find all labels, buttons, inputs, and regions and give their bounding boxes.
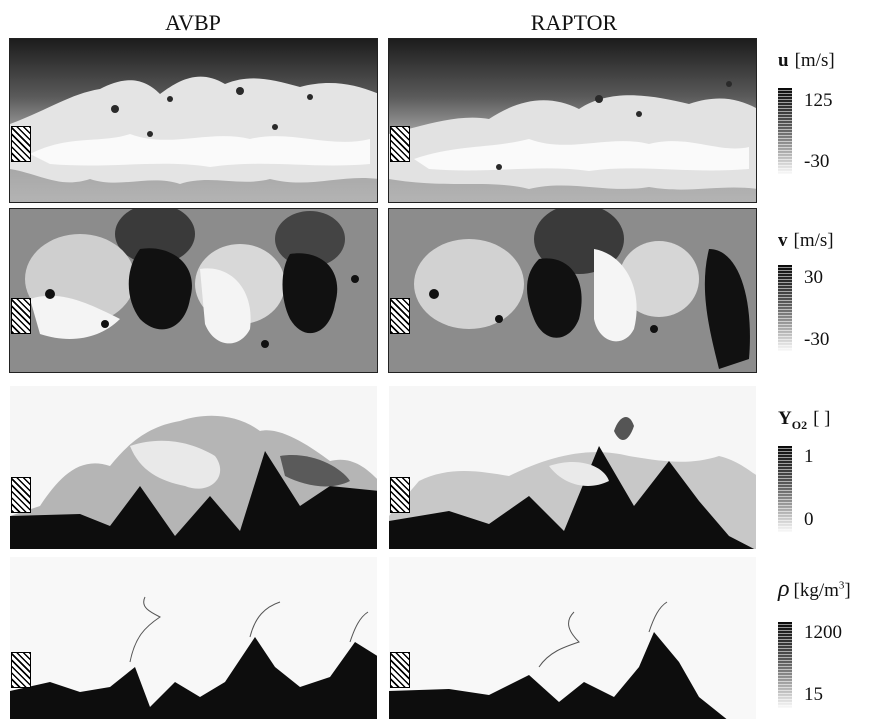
colorbar	[778, 265, 792, 351]
legend-max: 125	[804, 90, 833, 111]
colorbar	[778, 622, 792, 708]
legend-title: YO2[ ]	[778, 408, 831, 432]
legend-u: u [m/s] 125 -30	[778, 50, 871, 190]
colorbar	[778, 446, 792, 532]
legend-title: v [m/s]	[778, 230, 834, 251]
legend-max: 1200	[804, 622, 842, 643]
column-title-raptor: RAPTOR	[530, 10, 618, 35]
colorbar	[778, 88, 792, 174]
legend-min: -30	[804, 329, 830, 350]
nozzle-icon	[390, 652, 410, 688]
nozzle-icon	[390, 477, 410, 513]
panel-v-avbp	[9, 208, 378, 373]
panel-rho-raptor	[388, 556, 757, 720]
panel-rho-avbp	[9, 556, 378, 720]
legend-min: 15	[804, 684, 823, 705]
legend-min: 0	[804, 509, 814, 530]
panel-u-raptor	[388, 38, 757, 203]
legend-yo2: YO2[ ] 1 0	[778, 408, 871, 548]
nozzle-icon	[390, 298, 410, 334]
nozzle-icon	[11, 652, 31, 688]
panel-yo2-avbp	[9, 385, 378, 550]
panel-v-raptor	[388, 208, 757, 373]
panel-yo2-raptor	[388, 385, 757, 550]
legend-rho: ρ [kg/m3] 1200 15	[778, 576, 871, 720]
legend-title: u [m/s]	[778, 50, 835, 71]
legend-max: 1	[804, 446, 814, 467]
nozzle-icon	[11, 298, 31, 334]
nozzle-icon	[11, 477, 31, 513]
nozzle-icon	[390, 126, 410, 162]
legend-v: v [m/s] 30 -30	[778, 230, 871, 370]
legend-title: ρ [kg/m3]	[778, 576, 851, 602]
column-title-avbp: AVBP	[165, 10, 221, 35]
legend-min: -30	[804, 151, 830, 172]
legend-max: 30	[804, 267, 823, 288]
panel-u-avbp	[9, 38, 378, 203]
nozzle-icon	[11, 126, 31, 162]
